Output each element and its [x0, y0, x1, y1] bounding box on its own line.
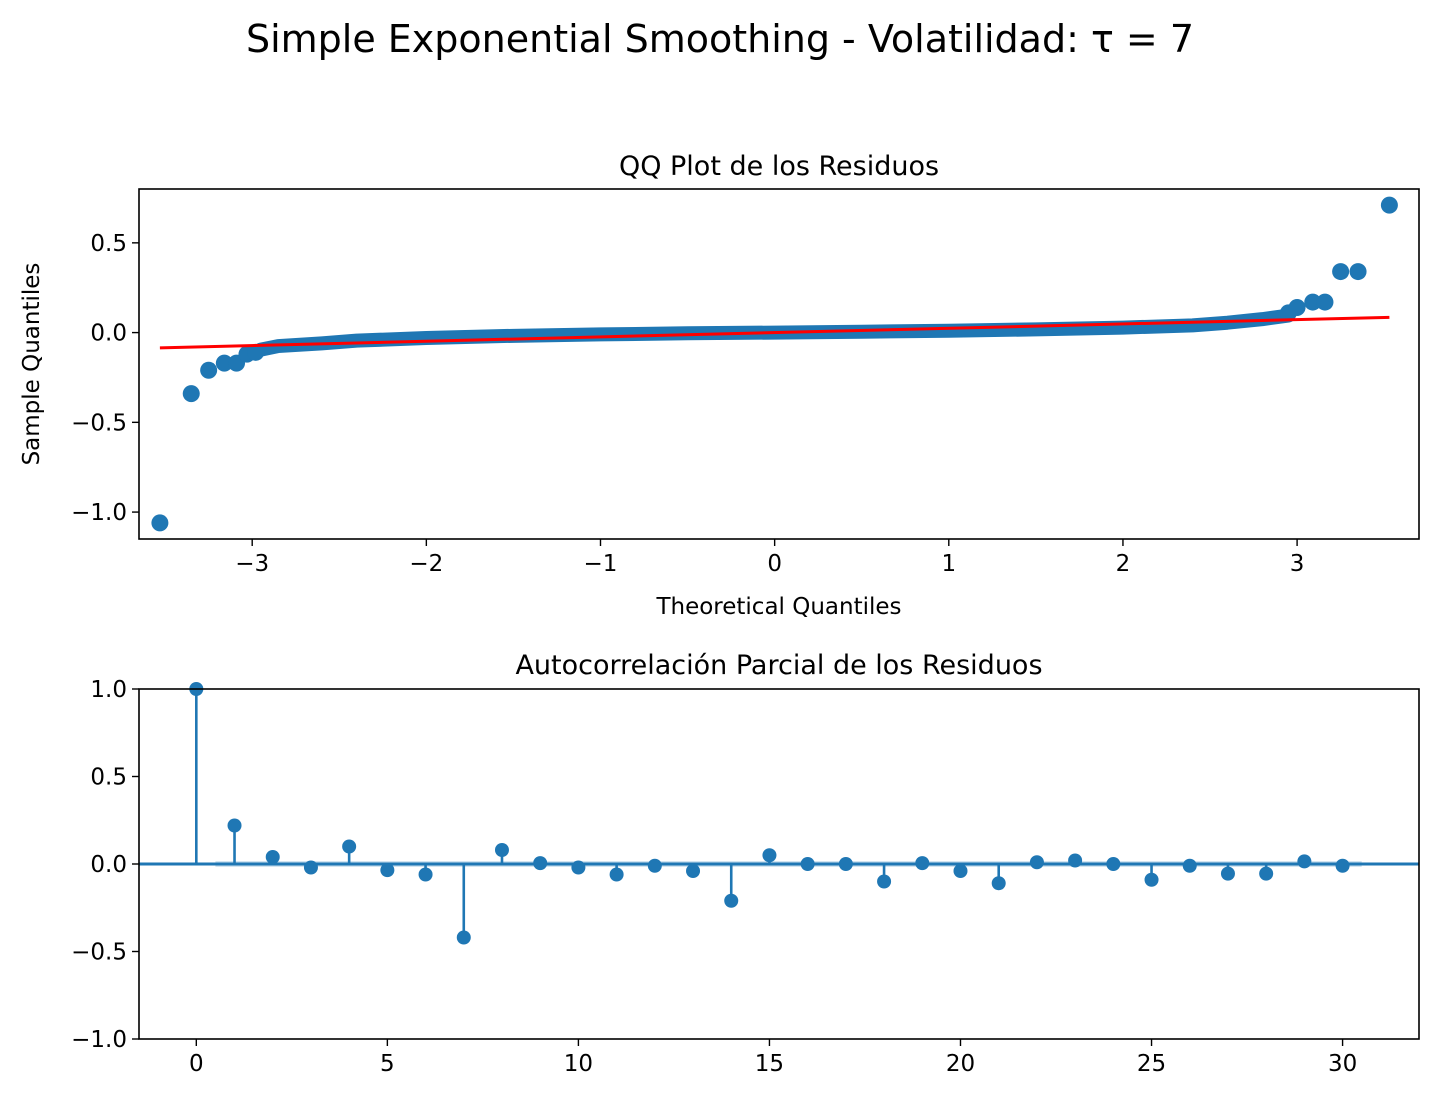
qq-sample-point — [1332, 263, 1350, 281]
pacf-xtick-label: 30 — [1328, 1051, 1357, 1077]
pacf-marker — [1144, 872, 1159, 887]
pacf-plot-title: Autocorrelación Parcial de los Residuos — [515, 650, 1042, 681]
figure-suptitle: Simple Exponential Smoothing - Volatilid… — [246, 17, 1194, 61]
pacf-marker — [1297, 854, 1312, 869]
qq-plot-title: QQ Plot de los Residuos — [619, 151, 939, 182]
pacf-ytick-label: −1.0 — [71, 1027, 127, 1053]
pacf-xtick-label: 20 — [946, 1051, 975, 1077]
qq-sample-point — [1288, 298, 1306, 316]
qq-xtick-label: −2 — [409, 551, 443, 577]
pacf-ytick-label: −0.5 — [71, 940, 127, 966]
qq-ytick-label: 0.5 — [90, 231, 127, 257]
qq-sample-point — [1304, 293, 1322, 311]
qq-plot-xlabel: Theoretical Quantiles — [655, 594, 901, 620]
qq-xtick-label: 2 — [1116, 551, 1131, 577]
pacf-marker — [494, 843, 509, 857]
qq-plot-axes-frame — [138, 188, 1420, 540]
qq-ytick-label: 0.0 — [90, 321, 127, 347]
pacf-marker — [915, 856, 930, 871]
qq-sample-point — [215, 354, 233, 372]
qq-sample-point — [200, 361, 218, 379]
pacf-marker — [1220, 866, 1235, 881]
qq-ytick-label: −1.0 — [71, 500, 127, 526]
qq-sample-point — [151, 514, 169, 532]
pacf-marker — [380, 863, 395, 878]
qq-xtick-label: −1 — [584, 551, 618, 577]
pacf-marker — [303, 860, 318, 875]
pacf-xtick-label: 0 — [189, 1051, 204, 1077]
pacf-marker — [533, 856, 548, 871]
qq-xtick-label: −3 — [235, 551, 269, 577]
pacf-marker — [1259, 866, 1274, 881]
pacf-marker — [1106, 857, 1121, 871]
qq-sample-point — [1380, 196, 1398, 214]
pacf-marker — [571, 860, 586, 875]
pacf-marker — [1335, 858, 1350, 873]
pacf-marker — [991, 876, 1006, 891]
qq-xtick-label: 0 — [767, 551, 782, 577]
pacf-xtick-label: 10 — [564, 1051, 593, 1077]
pacf-marker — [1029, 855, 1044, 870]
pacf-marker — [953, 864, 968, 878]
qq-sample-point — [182, 385, 200, 403]
qq-reference-line — [159, 315, 1390, 350]
pacf-marker — [342, 839, 357, 854]
pacf-marker — [227, 818, 242, 833]
pacf-marker — [686, 864, 701, 878]
qq-plot-ylabel: Sample Quantiles — [19, 263, 45, 466]
pacf-marker — [418, 867, 433, 882]
pacf-marker — [800, 857, 815, 871]
pacf-xtick-label: 15 — [755, 1051, 784, 1077]
pacf-marker — [456, 930, 471, 945]
pacf-plot-axes-frame — [138, 688, 1420, 1040]
pacf-marker — [1068, 853, 1083, 868]
pacf-marker — [609, 867, 624, 882]
pacf-xtick-label: 25 — [1137, 1051, 1166, 1077]
qq-sample-point — [1316, 293, 1334, 311]
pacf-marker — [647, 858, 662, 873]
pacf-marker — [724, 893, 739, 908]
qq-plot: QQ Plot de los Residuos −3 −2 −1 0 1 2 3 −1.0 −0… — [19, 151, 1420, 620]
qq-xtick-label: 1 — [941, 551, 956, 577]
qq-sample-point — [1349, 263, 1367, 281]
pacf-ytick-label: 0.5 — [90, 765, 127, 791]
pacf-ytick-label: 0.0 — [90, 852, 127, 878]
pacf-marker — [877, 874, 892, 889]
pacf-marker — [838, 857, 853, 871]
pacf-ytick-label: 1.0 — [90, 677, 127, 703]
qq-sample-point — [247, 343, 265, 361]
qq-ytick-label: −0.5 — [71, 410, 127, 436]
pacf-marker — [1182, 858, 1197, 873]
pacf-xtick-label: 5 — [380, 1051, 395, 1077]
qq-xtick-label: 3 — [1290, 551, 1305, 577]
pacf-marker — [265, 850, 280, 864]
pacf-marker — [762, 848, 777, 863]
pacf-plot: Autocorrelación Parcial de los Residuos … — [71, 650, 1420, 1077]
